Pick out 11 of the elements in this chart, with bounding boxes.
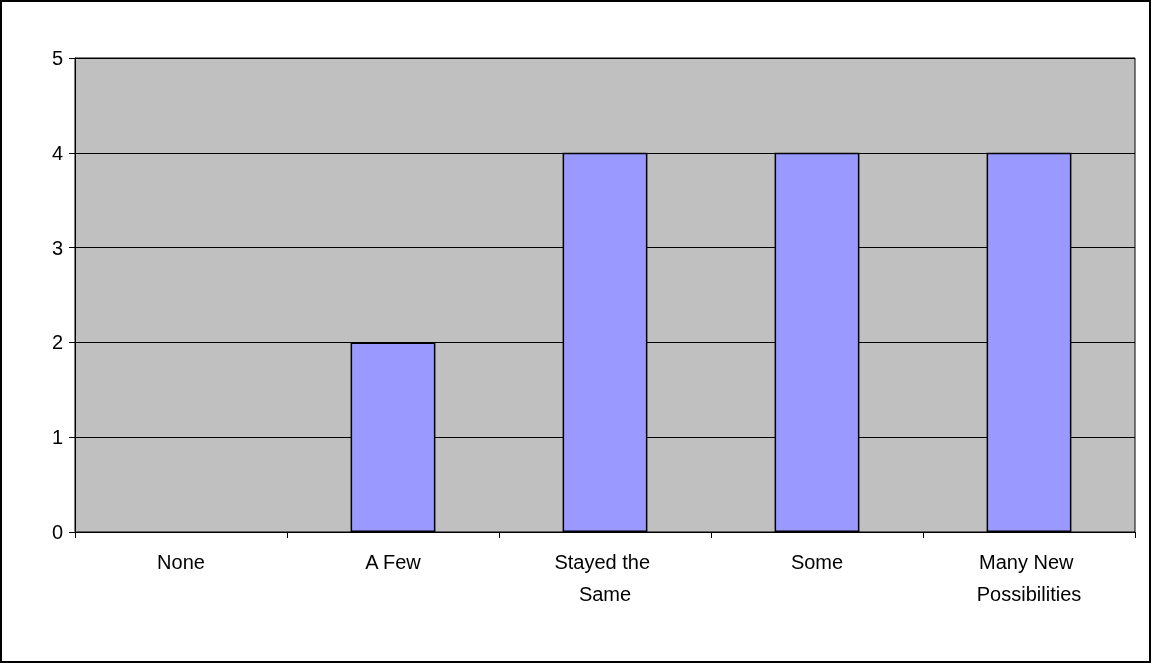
x-tick-label: A Few xyxy=(365,551,422,573)
x-tick-label: Stayed the Same xyxy=(554,551,656,605)
y-tick-label: 4 xyxy=(51,141,63,164)
x-tick-label: Many New Possibilities xyxy=(976,551,1082,605)
y-tick-label: 0 xyxy=(51,521,63,543)
y-tick-label: 5 xyxy=(51,47,63,69)
y-tick-label: 3 xyxy=(51,236,63,259)
y-tick-label: 2 xyxy=(51,331,63,354)
y-tick-label: 1 xyxy=(51,426,63,449)
x-tick-label: None xyxy=(157,551,205,573)
x-tick-label: Some xyxy=(790,551,844,573)
